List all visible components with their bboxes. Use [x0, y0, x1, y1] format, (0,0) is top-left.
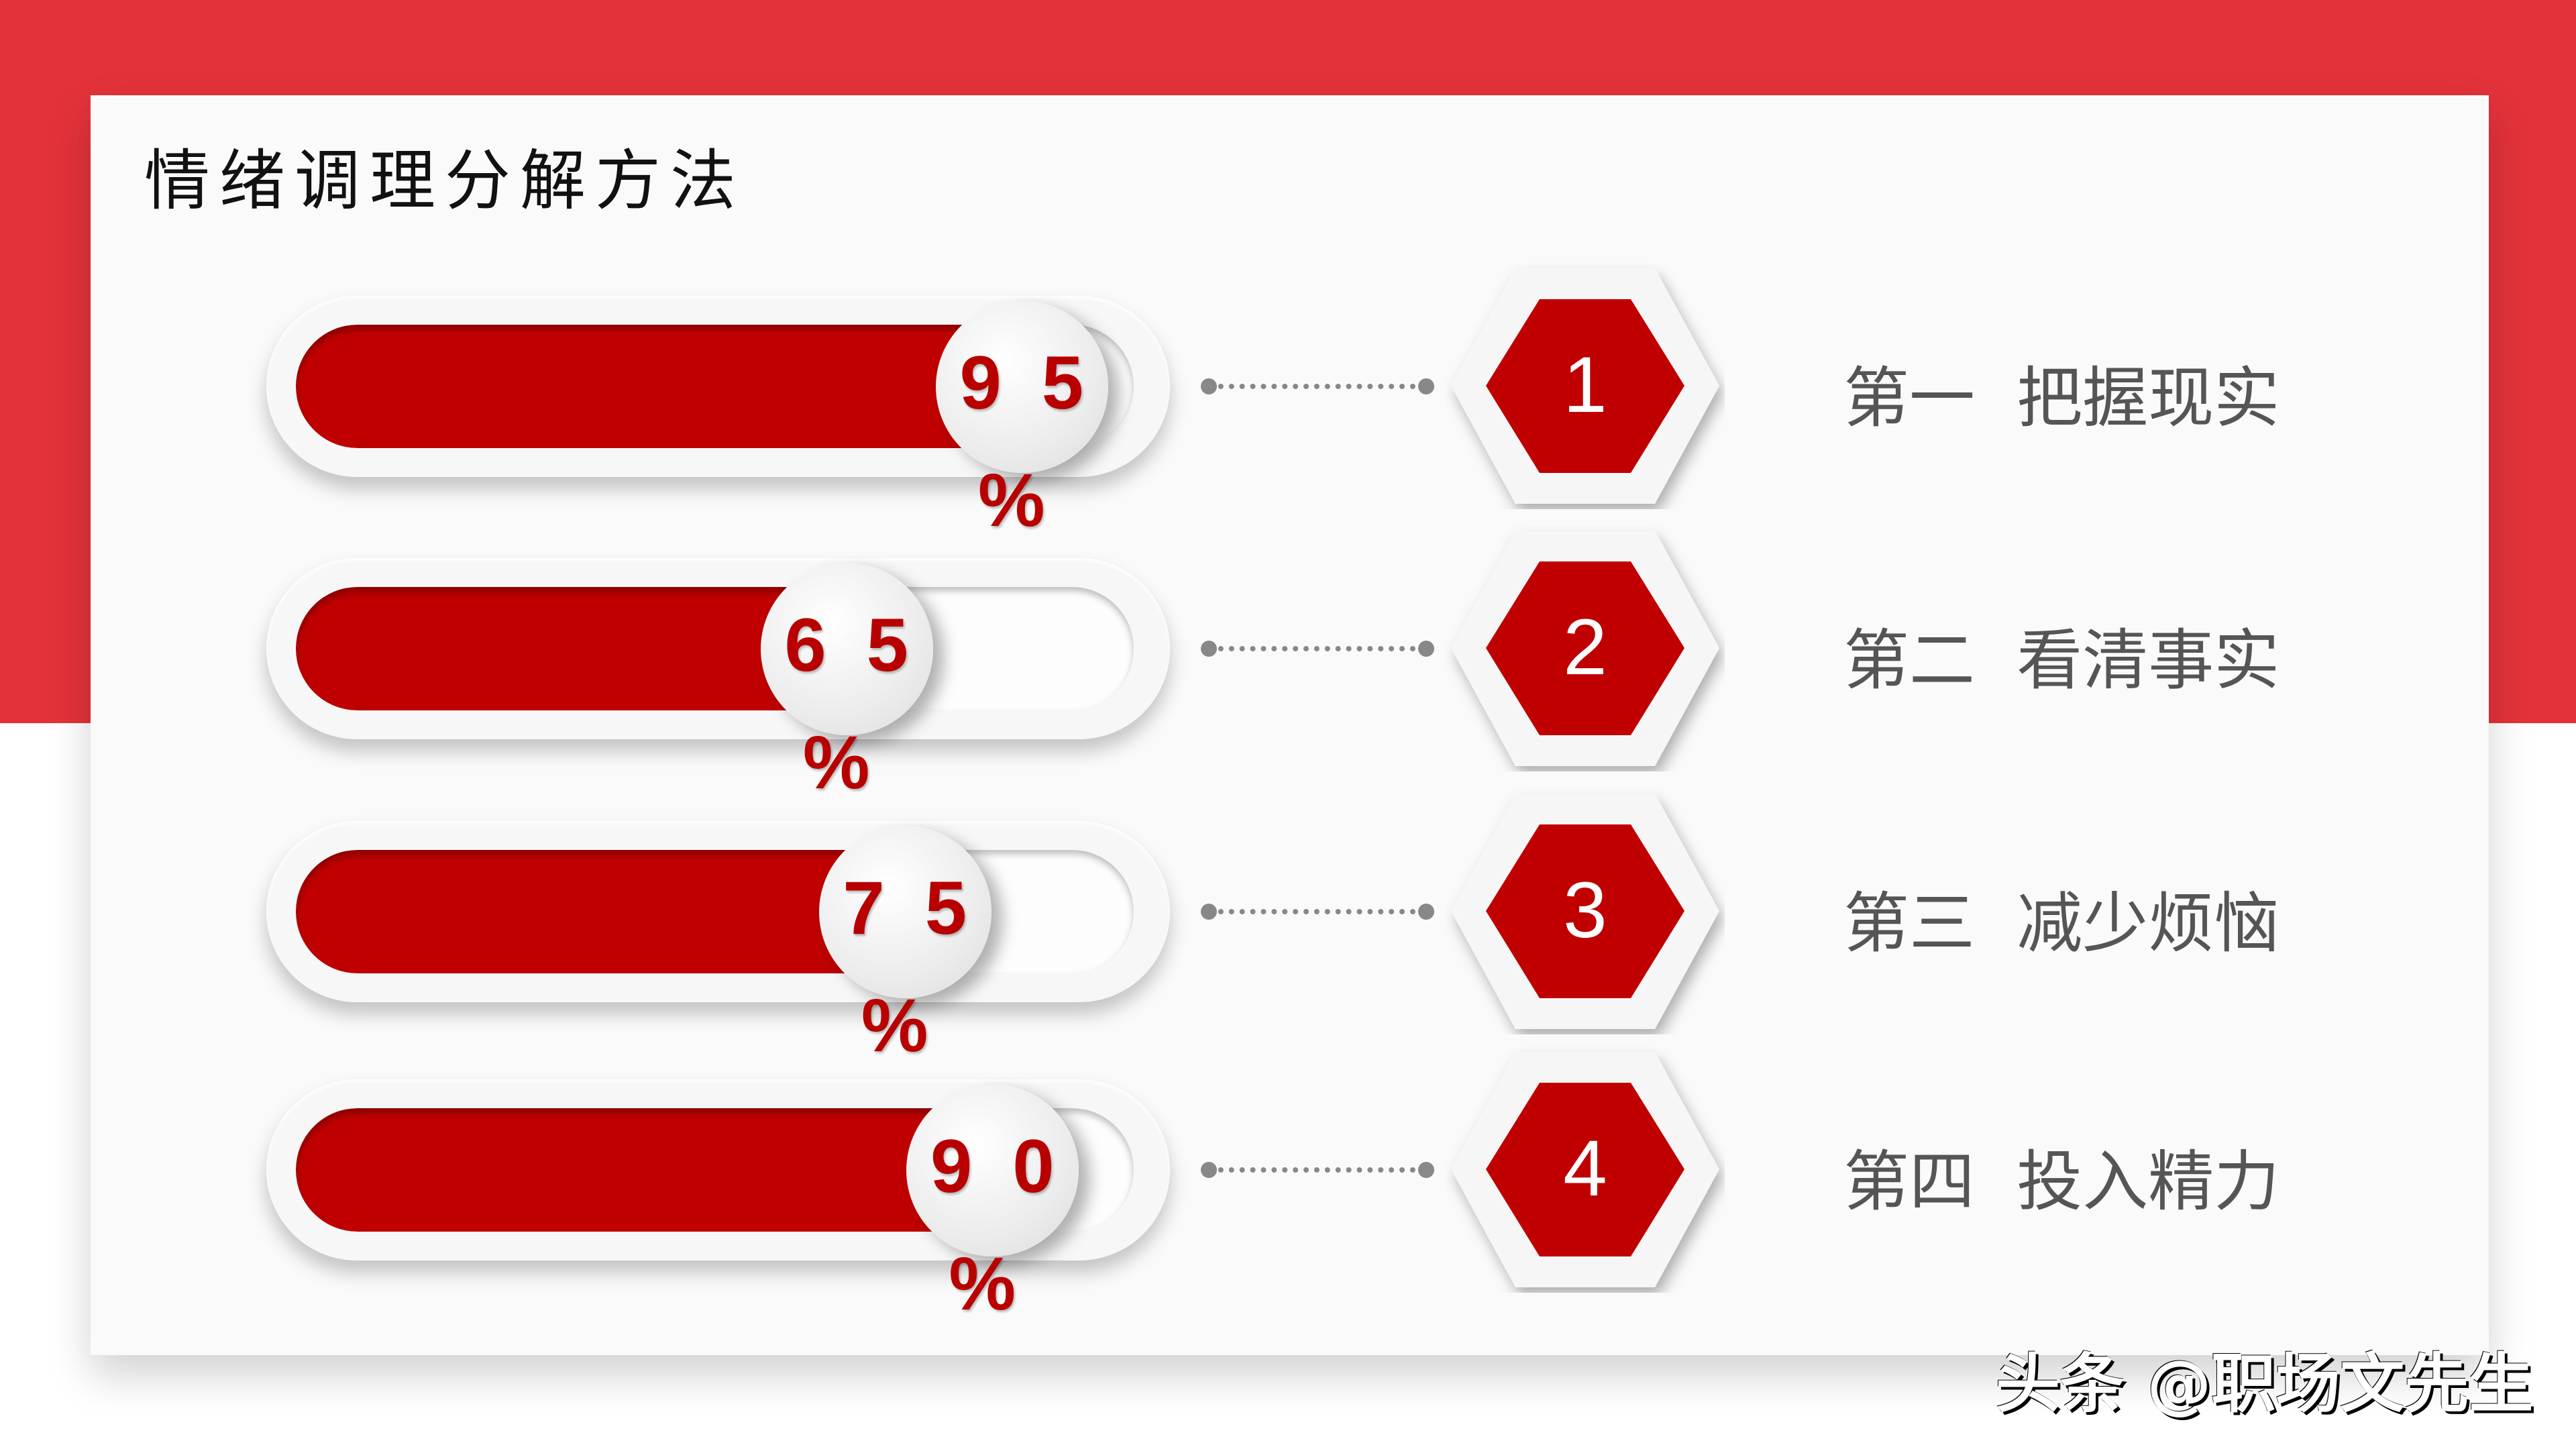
- percent-value: 75: [843, 866, 1007, 950]
- step-label: 第二 看清事实: [1843, 623, 2280, 699]
- progress-knob: [906, 1084, 1079, 1256]
- hexagon-badge: [1451, 531, 1719, 766]
- percent-value: 65: [784, 603, 949, 687]
- connector-dot-end: [1418, 1162, 1434, 1178]
- step-label: 第一 把握现实: [1843, 360, 2280, 437]
- progress-knob: [760, 563, 933, 735]
- percent-sign: %: [861, 983, 928, 1067]
- dotted-connector: [1208, 646, 1426, 651]
- percent-sign: %: [949, 1242, 1016, 1326]
- watermark: 头条 @职场文先生: [1996, 1346, 2534, 1421]
- step-number: 3: [1563, 866, 1607, 955]
- connector-dot-end: [1418, 641, 1434, 657]
- percent-value: 90: [930, 1124, 1095, 1208]
- progress-knob: [935, 301, 1108, 473]
- step-number: 2: [1563, 603, 1607, 692]
- hexagon-badge: [1451, 794, 1719, 1029]
- percent-value: 95: [959, 341, 1124, 425]
- step-label: 第四 投入精力: [1843, 1144, 2280, 1220]
- step-label: 第三 减少烦恼: [1843, 885, 2280, 962]
- progress-knob: [818, 826, 991, 998]
- percent-sign: %: [978, 458, 1045, 542]
- percent-sign: %: [802, 720, 870, 804]
- page-title: 情绪调理分解方法: [144, 143, 746, 219]
- progress-fill: [296, 850, 905, 973]
- progress-track: [296, 850, 1134, 973]
- progress-fill: [296, 1108, 993, 1232]
- progress-track: [296, 587, 1134, 710]
- hexagon-badge: [1451, 1052, 1719, 1287]
- connector-dot-end: [1418, 378, 1434, 394]
- progress-fill: [296, 587, 847, 710]
- step-number: 1: [1563, 341, 1607, 429]
- dotted-connector: [1208, 1167, 1426, 1173]
- dotted-connector: [1208, 384, 1426, 389]
- hexagon-badge: [1451, 268, 1719, 504]
- progress-fill: [296, 325, 1022, 448]
- connector-dot-end: [1418, 904, 1434, 920]
- dotted-connector: [1208, 909, 1426, 914]
- step-number: 4: [1563, 1124, 1607, 1213]
